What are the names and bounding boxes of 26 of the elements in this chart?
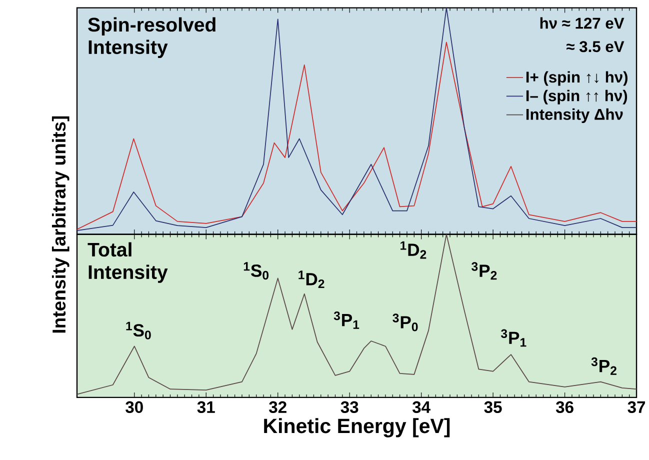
annotation: $^{3}$P$_{2}$ [591,357,616,375]
annotation: $^{1}$S$_{0}$ [126,322,151,340]
x-tick-label: 36 [556,401,574,414]
text: Intensity Δhν [526,108,623,124]
x-tick-label: 30 [126,401,143,414]
x-tick-label: 33 [340,401,358,414]
x-axis-title: Kinetic Energy [eV] [264,418,450,438]
annotation: $^{3}$P$_{1}$ [334,311,360,329]
y-axis-title: Intensity [arbitrary units] [52,116,70,333]
text: Total Intensity [88,242,168,283]
annotation: $^{1}$D$_{2}$ [298,270,324,288]
legend-label: I+ (spin ↑↓ hν) [526,71,628,86]
annotation: hν ≈ 127 eV [540,17,624,29]
x-tick-label: 32 [269,401,286,414]
annotation: $^{3}$P$_{2}$ [472,262,497,280]
x-tick-label: 34 [412,401,430,414]
annotation: $^{1}$D$_{2}$ [400,241,426,259]
x-tick-label: 37 [628,401,646,414]
annotation: $^{3}$P$_{0}$ [392,314,418,332]
x-tick-label: 31 [197,401,215,414]
annotation: $^{1}$S$_{0}$ [244,262,269,280]
x-tick-label: 35 [484,401,502,414]
annotation: ≈ 3.5 eV [566,41,624,52]
legend-label: I– (spin ↑↑ hν) [526,90,628,104]
annotation: $^{3}$P$_{1}$ [500,329,526,347]
text: Spin-resolved Intensity [88,17,216,58]
